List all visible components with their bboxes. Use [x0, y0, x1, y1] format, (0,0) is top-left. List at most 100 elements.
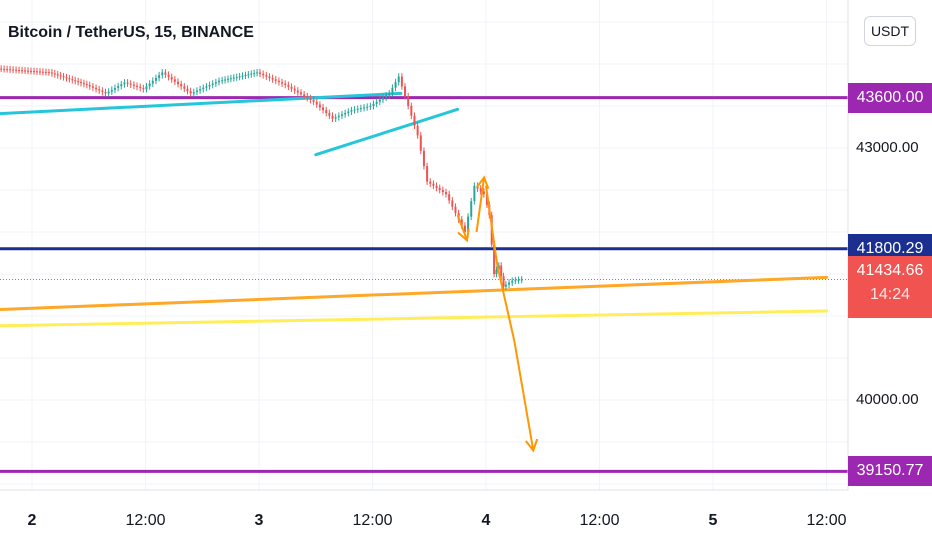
x-tick-label: 2: [27, 512, 37, 529]
arrow-line: [475, 177, 486, 233]
candle-body: [129, 83, 132, 85]
candle-body: [253, 73, 256, 75]
candle-body: [35, 71, 38, 73]
candle-body: [224, 79, 227, 81]
candle-body: [183, 86, 186, 89]
candle-body: [211, 83, 214, 85]
candle-body: [113, 87, 116, 90]
candle-body: [158, 75, 161, 78]
candle-body: [268, 76, 271, 78]
candle-body: [290, 86, 293, 89]
candle-body: [502, 276, 505, 287]
candle-body: [91, 86, 94, 88]
candle-body: [344, 113, 347, 115]
candle-body: [164, 72, 167, 75]
candle-body: [53, 73, 56, 75]
trend-line: [314, 107, 460, 157]
currency-button[interactable]: USDT: [864, 16, 916, 46]
arrow-head: [525, 438, 539, 453]
arrow-line: [456, 214, 469, 241]
bar-countdown: 14:24: [869, 286, 911, 303]
candle-body: [451, 200, 454, 207]
candle-body: [438, 187, 441, 190]
candle-body: [218, 80, 221, 83]
candle-body: [334, 117, 337, 119]
candle-body: [82, 83, 85, 85]
candle-body: [259, 72, 261, 74]
candle-body: [145, 86, 148, 90]
candle-body: [315, 101, 318, 105]
candle-body: [504, 284, 507, 287]
candle-body: [385, 95, 388, 98]
candle-body: [356, 108, 359, 110]
candle-body: [123, 82, 126, 85]
candle-body: [74, 80, 77, 82]
candle-body: [517, 279, 520, 281]
candle-body: [9, 69, 12, 71]
candle-body: [394, 82, 397, 88]
x-tick-label: 12:00: [352, 512, 393, 529]
candle-body: [0, 68, 3, 70]
candle-body: [303, 94, 306, 97]
x-tick-label: 12:00: [579, 512, 620, 529]
candle-body: [432, 183, 435, 186]
candle-body: [312, 99, 315, 102]
candle-body: [32, 71, 35, 73]
x-tick-label: 4: [481, 512, 491, 529]
candle-body: [167, 74, 170, 78]
price-series: [0, 65, 523, 290]
candle-body: [80, 82, 83, 84]
level-price-tag: 39150.77: [848, 456, 932, 487]
candle-body: [107, 91, 110, 94]
candle-body: [68, 78, 71, 80]
candle-body: [18, 69, 21, 71]
candle-body: [340, 114, 343, 116]
trend-lines: [0, 91, 828, 328]
candle-body: [454, 206, 457, 214]
trend-line: [0, 275, 828, 312]
x-tick-label: 5: [708, 512, 718, 529]
candle-body: [265, 75, 268, 77]
candle-body: [318, 104, 321, 108]
candle-body: [27, 70, 30, 72]
candle-body: [161, 72, 164, 76]
candle-body: [142, 88, 145, 90]
candle-body: [495, 269, 498, 274]
candle-body: [77, 81, 80, 83]
candle-body: [410, 106, 413, 116]
candle-body: [154, 78, 157, 81]
candle-body: [359, 108, 362, 110]
x-tick-label: 12:00: [806, 512, 847, 529]
candle-body: [463, 225, 466, 232]
candle-body: [514, 280, 517, 282]
candle-body: [337, 115, 340, 118]
level-price-tag: 43600.00: [848, 82, 932, 113]
candle-body: [136, 85, 139, 87]
candle-body: [41, 71, 44, 73]
candle-body: [287, 85, 290, 87]
candle-body: [470, 201, 473, 217]
candle-body: [238, 76, 241, 78]
candle-body: [413, 115, 416, 126]
candle-body: [435, 185, 438, 188]
candle-body: [50, 72, 53, 74]
candle-body: [117, 86, 120, 88]
candle-body: [65, 77, 68, 79]
candle-body: [3, 68, 6, 70]
candle-body: [325, 110, 328, 113]
candle-body: [277, 80, 280, 83]
candle-body: [416, 125, 419, 136]
candle-body: [47, 72, 50, 74]
candle-body: [372, 103, 375, 106]
candle-body: [407, 96, 410, 106]
candle-body: [120, 84, 123, 87]
candle-body: [24, 70, 27, 72]
candle-body: [192, 92, 195, 94]
candle-body: [170, 77, 173, 80]
last-price-value: 41434.66: [856, 262, 924, 279]
candle-body: [493, 244, 496, 274]
candle-body: [15, 69, 18, 71]
candle-body: [419, 135, 422, 151]
candle-body: [404, 86, 407, 97]
